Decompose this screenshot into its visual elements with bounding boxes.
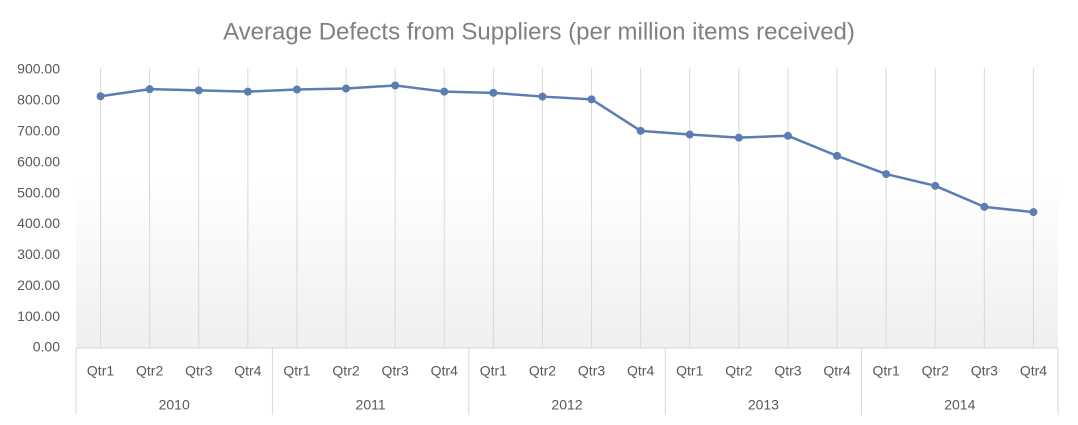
y-tick-label: 700.00 (17, 122, 60, 138)
x-tick-label: Qtr4 (1020, 363, 1047, 379)
data-point (882, 170, 891, 179)
data-point (538, 92, 547, 101)
data-point (931, 181, 940, 190)
x-tick-label: Qtr3 (185, 363, 212, 379)
data-point (783, 131, 792, 140)
group-label: 2010 (159, 397, 190, 413)
y-tick-label: 200.00 (17, 277, 60, 293)
data-point (292, 85, 301, 94)
x-tick-label: Qtr1 (87, 363, 114, 379)
data-point (734, 133, 743, 142)
y-tick-label: 500.00 (17, 184, 60, 200)
x-tick-label: Qtr2 (725, 363, 752, 379)
y-tick-label: 0.00 (33, 339, 60, 355)
group-label: 2013 (748, 397, 779, 413)
data-point (636, 126, 645, 135)
data-point (489, 88, 498, 97)
x-tick-label: Qtr2 (922, 363, 949, 379)
x-tick-label: Qtr3 (578, 363, 605, 379)
y-tick-label: 300.00 (17, 246, 60, 262)
x-tick-label: Qtr1 (480, 363, 507, 379)
x-tick-label: Qtr1 (676, 363, 703, 379)
x-tick-label: Qtr2 (136, 363, 163, 379)
group-label: 2011 (356, 397, 386, 413)
x-tick-label: Qtr1 (873, 363, 900, 379)
y-tick-label: 600.00 (17, 153, 60, 169)
x-tick-label: Qtr4 (823, 363, 850, 379)
group-label: 2012 (551, 397, 582, 413)
x-tick-label: Qtr3 (382, 363, 409, 379)
plot-background (76, 180, 1058, 348)
data-point (145, 85, 154, 94)
x-tick-label: Qtr3 (971, 363, 998, 379)
x-tick-label: Qtr1 (283, 363, 310, 379)
data-point (96, 92, 105, 101)
data-point (194, 86, 203, 95)
chart-title: Average Defects from Suppliers (per mill… (223, 18, 855, 45)
data-point (391, 81, 400, 90)
x-tick-label: Qtr2 (332, 363, 359, 379)
y-tick-label: 800.00 (17, 92, 60, 108)
data-point (1029, 208, 1038, 217)
x-tick-label: Qtr4 (431, 363, 458, 379)
data-point (587, 95, 596, 104)
x-tick-label: Qtr3 (774, 363, 801, 379)
y-tick-label: 400.00 (17, 215, 60, 231)
data-point (685, 130, 694, 139)
data-point (342, 84, 351, 93)
x-tick-label: Qtr4 (627, 363, 654, 379)
data-point (243, 87, 252, 96)
series-line (100, 84, 1034, 214)
x-tick-label: Qtr2 (529, 363, 556, 379)
y-tick-label: 100.00 (17, 308, 60, 324)
data-point (980, 202, 989, 211)
group-label: 2014 (944, 397, 975, 413)
data-point (440, 87, 449, 96)
x-tick-label: Qtr4 (234, 363, 261, 379)
data-point (833, 151, 842, 160)
y-tick-label: 900.00 (17, 61, 60, 77)
